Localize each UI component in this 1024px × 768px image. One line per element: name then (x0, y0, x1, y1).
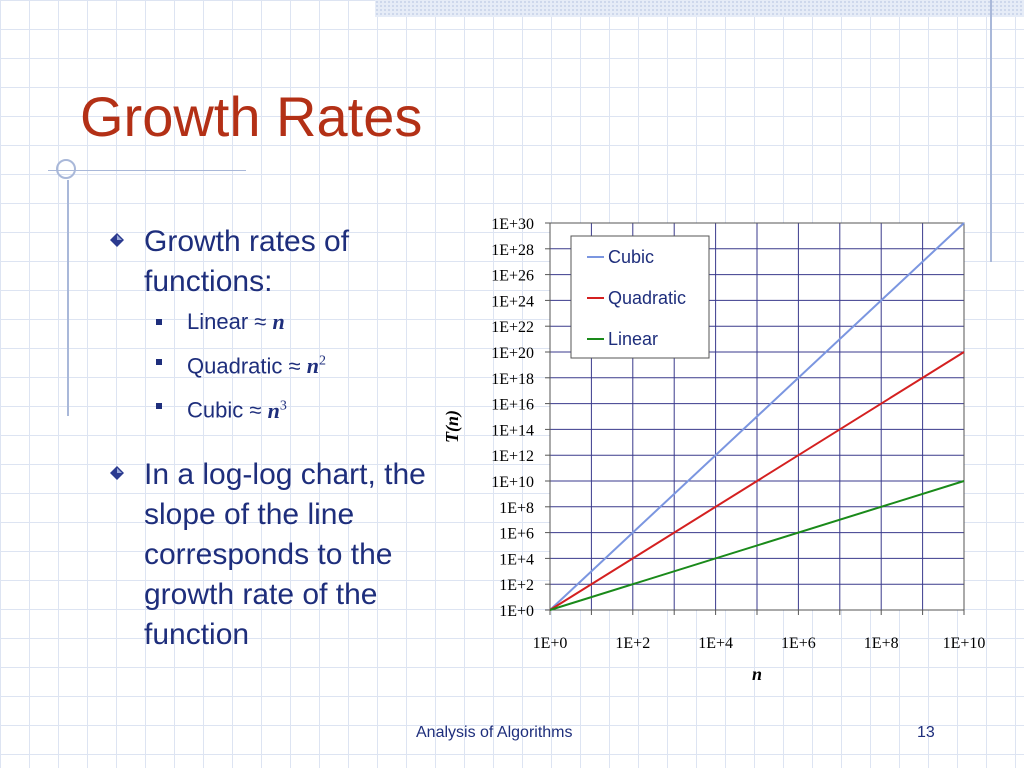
math-expression: n2 (307, 353, 326, 378)
plot-border (549, 222, 965, 611)
math-variable: n (306, 353, 319, 379)
legend-label-linear: Linear (608, 329, 658, 349)
approx-symbol: ≈ (288, 353, 301, 379)
y-tick-label: 1E+0 (499, 603, 534, 620)
decorative-horizontal-line (48, 170, 246, 171)
y-tick-label: 1E+16 (491, 397, 534, 414)
x-tick-label: 1E+6 (781, 635, 816, 652)
y-tick-label: 1E+10 (491, 474, 534, 491)
footer-title: Analysis of Algorithms (416, 724, 573, 741)
decorative-vertical-line-left (67, 180, 69, 416)
square-bullet-icon (156, 319, 162, 325)
header-decoration-strip (375, 0, 1024, 17)
bullet-text: Growth rates of functions: (144, 225, 350, 298)
legend-label-cubic: Cubic (608, 247, 654, 267)
y-axis-title: T(n) (442, 410, 463, 443)
diamond-bullet-icon (110, 233, 124, 247)
legend-label-quadratic: Quadratic (608, 288, 686, 308)
y-tick-label: 1E+14 (491, 422, 534, 439)
series-line-cubic (549, 222, 965, 611)
approx-symbol: ≈ (249, 397, 262, 423)
bullet-growth-rates: Growth rates of functions: (108, 222, 448, 302)
sub-bullet-linear: Linear ≈ n (108, 302, 448, 342)
x-tick-label: 1E+0 (533, 635, 568, 652)
y-tick-label: 1E+18 (491, 371, 534, 388)
sub-bullet-quadratic: Quadratic ≈ n2 (108, 342, 448, 386)
math-expression: n3 (268, 398, 287, 423)
page-number: 13 (917, 724, 935, 741)
y-tick-label: 1E+26 (491, 268, 534, 285)
bullet-text: In a log-log chart, the slope of the lin… (144, 457, 426, 651)
y-tick-label: 1E+4 (499, 551, 534, 568)
sub-bullet-cubic: Cubic ≈ n3 (108, 386, 448, 430)
diamond-bullet-icon (110, 465, 124, 480)
y-tick-label: 1E+6 (499, 526, 534, 543)
approx-symbol: ≈ (254, 309, 267, 334)
y-tick-label: 1E+30 (491, 216, 534, 233)
math-exponent: 3 (279, 398, 287, 414)
y-tick-label: 1E+22 (491, 319, 534, 336)
bullet-list: Growth rates of functions: Linear ≈ n Qu… (108, 222, 448, 655)
growth-rate-chart: 1E+0 1E+2 1E+4 1E+6 1E+8 1E+10 1E+12 1E+14 1E+16… (442, 216, 986, 684)
x-tick-label: 1E+8 (864, 635, 899, 652)
square-bullet-icon (156, 359, 162, 365)
sub-bullet-label: Cubic (187, 397, 244, 423)
y-tick-label: 1E+12 (491, 448, 534, 465)
y-tick-label: 1E+8 (499, 500, 534, 517)
math-exponent: 2 (318, 354, 326, 369)
x-tick-label: 1E+4 (698, 635, 733, 652)
slide-title: Growth Rates (80, 85, 423, 148)
series-line-linear (549, 480, 965, 611)
x-tick-label: 1E+10 (943, 635, 986, 652)
math-variable: n (267, 397, 280, 423)
y-tick-label: 1E+2 (499, 577, 534, 594)
y-tick-label: 1E+20 (491, 345, 534, 362)
square-bullet-icon (156, 403, 162, 410)
y-tick-label: 1E+28 (491, 242, 534, 259)
sub-bullet-label: Quadratic (187, 353, 283, 379)
decorative-circle-icon (56, 159, 76, 179)
series-line-quadratic (549, 351, 965, 611)
bullet-log-log: In a log-log chart, the slope of the lin… (108, 455, 448, 655)
x-tick-label: 1E+2 (615, 635, 650, 652)
x-axis-title: n (752, 664, 762, 684)
math-variable: n (272, 309, 285, 334)
decorative-vertical-line-right (990, 0, 992, 262)
y-tick-label: 1E+24 (491, 293, 534, 310)
sub-bullet-label: Linear (187, 309, 249, 334)
